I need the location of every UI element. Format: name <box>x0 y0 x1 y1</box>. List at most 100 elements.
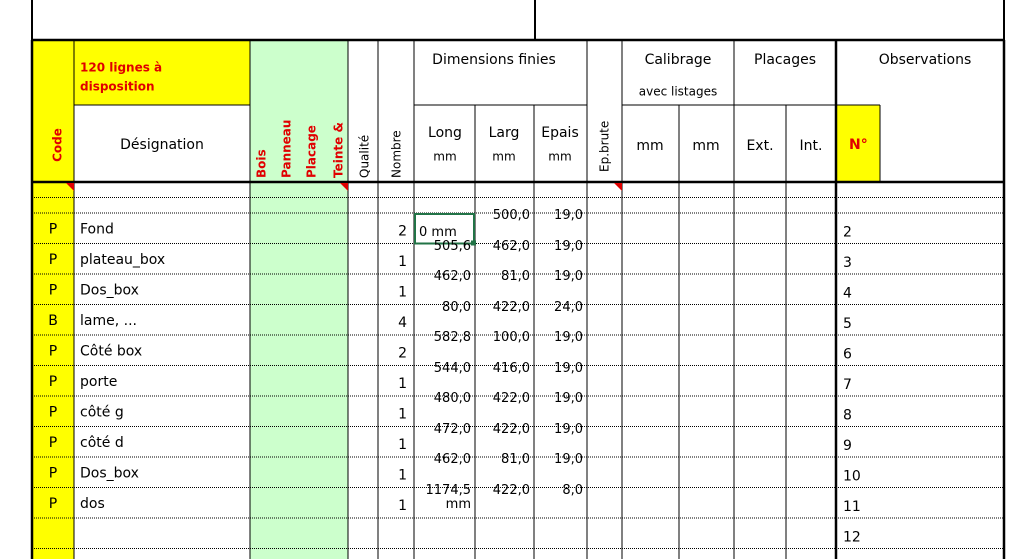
epais-header: Epais <box>541 125 579 141</box>
note: disposition <box>80 80 155 94</box>
ext-header: Ext. <box>746 138 773 154</box>
long-header: Long <box>428 125 462 141</box>
code: P <box>49 435 57 451</box>
quantity: 1 <box>398 467 407 483</box>
designation: plateau_box <box>80 252 165 268</box>
quantity: 2 <box>398 223 407 239</box>
dimension-cell: 422,0 <box>492 422 530 437</box>
observation: 7 <box>843 377 852 393</box>
dimension: 100,0 <box>492 331 530 345</box>
dimension-cell: 582,8 <box>434 331 471 344</box>
observation: 5 <box>843 316 852 332</box>
dimension: 462,0 <box>433 270 471 284</box>
ep-brute-header: Ep.brute <box>598 121 612 172</box>
dimension: 480,0 <box>433 392 471 406</box>
nombre-header: Nombre <box>390 130 404 178</box>
quantity: 2 <box>398 345 407 361</box>
dimension: 19,0 <box>554 392 583 406</box>
int-header: Int. <box>800 138 823 154</box>
dimension-cell: 19,0 <box>554 453 583 466</box>
dimension: 1174,5 mm <box>425 483 472 512</box>
dimension: 24,0 <box>554 300 583 315</box>
unit: mm <box>636 138 663 154</box>
comment-marker <box>340 183 348 191</box>
dimension-cell: 544,0 <box>433 361 471 376</box>
code: P <box>49 374 57 390</box>
dimension: 462,0 <box>433 453 471 467</box>
code: P <box>49 252 57 268</box>
dimension-cell: 24,0 <box>554 300 583 315</box>
dimension: 544,0 <box>433 361 471 376</box>
dimension-cell: 472,0 <box>433 422 471 437</box>
selected-cell <box>414 213 475 245</box>
code: B <box>48 313 58 329</box>
observation: 9 <box>843 438 852 454</box>
code: P <box>49 465 57 481</box>
designation: lame, ... <box>80 313 137 329</box>
numero-header: N° <box>849 137 868 153</box>
dimension-cell: 19,0 <box>554 240 583 253</box>
designation-header: Désignation <box>120 137 204 153</box>
designation: porte <box>80 374 117 390</box>
observations-header: Observations <box>879 52 972 68</box>
dimension: 422,0 <box>492 483 530 498</box>
type-header: Teinte & <box>332 122 346 178</box>
dimension-cell: 19,0 <box>554 270 583 283</box>
dimension: 80,0 <box>442 300 471 315</box>
observation: 2 <box>843 224 852 240</box>
dimension-cell: 462,0 <box>433 453 471 467</box>
observation: 6 <box>843 346 852 362</box>
comment-marker <box>66 183 74 191</box>
dimension-cell: 480,0 <box>433 392 471 406</box>
code: P <box>49 343 57 359</box>
quantity: 1 <box>398 437 407 453</box>
dimension: 19,0 <box>554 209 583 223</box>
dimension-cell: 422,0 <box>492 483 530 498</box>
dimension: 19,0 <box>554 331 583 345</box>
designation: côté g <box>80 404 124 420</box>
dimension-cell: 505,6 <box>434 240 471 253</box>
dimension-cell: 422,0 <box>492 300 530 315</box>
grid <box>30 38 1006 559</box>
type-header: Panneau <box>280 120 294 178</box>
dimension: 81,0 <box>501 270 530 284</box>
observation: 3 <box>843 255 852 271</box>
unit: mm <box>692 138 719 154</box>
dimension: 19,0 <box>554 361 583 376</box>
code-header: Code <box>51 128 65 162</box>
dimension-cell: 19,0 <box>554 361 583 376</box>
dimension: 81,0 <box>501 453 530 467</box>
dimension: 422,0 <box>492 422 530 437</box>
calibrage-header: Calibrage <box>645 52 712 68</box>
note: 120 lignes à <box>80 61 162 75</box>
designation: Fond <box>80 221 114 237</box>
quantity: 1 <box>398 376 407 392</box>
dimensions-header: Dimensions finies <box>432 52 556 68</box>
code: P <box>49 496 57 512</box>
dimension-cell: 19,0 <box>554 422 583 437</box>
top-box <box>534 0 1005 41</box>
unit: mm <box>433 150 456 164</box>
dimension: 472,0 <box>433 422 471 437</box>
dimension: 0 mm <box>419 225 457 240</box>
top-box <box>31 0 536 41</box>
rows: P Fond 2 2 0 mm 500,0 19,0 P plateau_box 1 3 505,6 4… <box>48 209 861 545</box>
unit: mm <box>548 150 571 164</box>
dimension: 500,0 <box>492 209 530 223</box>
dimension: 19,0 <box>554 422 583 437</box>
dimension-cell: 462,0 <box>493 240 530 253</box>
type-header: Bois <box>255 149 269 178</box>
fill-handle <box>471 240 476 246</box>
dimension-cell: 462,0 <box>433 270 471 284</box>
dimension-cell: 19,0 <box>554 392 583 406</box>
dimension-cell: 80,0 <box>442 300 471 315</box>
code: P <box>49 282 57 298</box>
code: P <box>49 404 57 420</box>
quantity: 1 <box>398 284 407 300</box>
dimension-cell: 19,0 <box>554 331 583 345</box>
dimension: 422,0 <box>492 392 530 406</box>
dimension-cell: 100,0 <box>492 331 530 345</box>
dimension: 422,0 <box>492 300 530 315</box>
dimension: 8,0 <box>562 483 583 498</box>
note-cell <box>74 40 250 105</box>
